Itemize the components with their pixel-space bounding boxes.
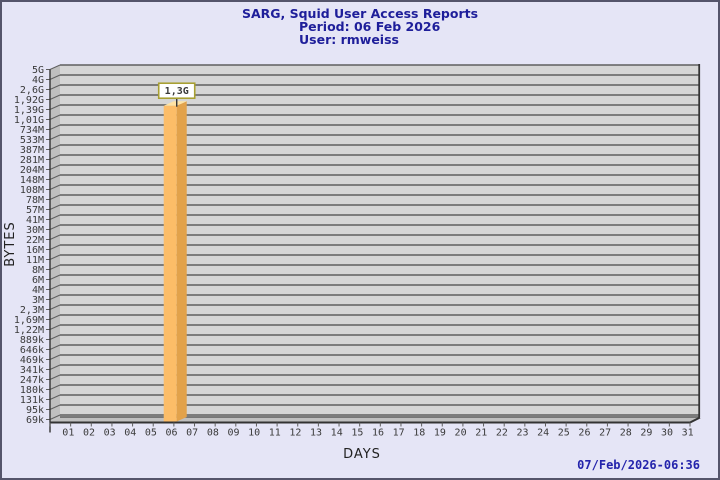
y-tick-label: 646k — [20, 345, 44, 356]
report-period: Period: 06 Feb 2026 — [299, 19, 441, 34]
y-tick-label: 341k — [20, 365, 44, 376]
x-tick-label: 13 — [310, 428, 322, 439]
y-tick-label: 281M — [20, 155, 44, 166]
x-tick-label: 28 — [620, 428, 632, 439]
y-tick-label: 1,01G — [14, 115, 44, 126]
y-tick-label: 108M — [20, 185, 44, 196]
y-tick-label: 5G — [32, 65, 44, 76]
x-tick-label: 01 — [62, 428, 74, 439]
y-tick-label: 30M — [26, 225, 44, 236]
x-tick-label: 25 — [558, 428, 570, 439]
y-tick-label: 204M — [20, 165, 44, 176]
x-tick-label: 11 — [269, 428, 281, 439]
x-tick-label: 07 — [186, 428, 198, 439]
y-tick-label: 95k — [26, 405, 44, 416]
x-tick-label: 16 — [372, 428, 384, 439]
x-tick-label: 03 — [104, 428, 116, 439]
x-tick-label: 17 — [393, 428, 405, 439]
y-tick-label: 734M — [20, 125, 44, 136]
x-tick-label: 30 — [661, 428, 673, 439]
x-tick-label: 26 — [578, 428, 590, 439]
x-tick-label: 15 — [351, 428, 363, 439]
y-tick-label: 533M — [20, 135, 44, 146]
y-tick-label: 22M — [26, 235, 44, 246]
x-tick-label: 08 — [207, 428, 219, 439]
y-tick-label: 1,92G — [14, 95, 44, 106]
y-tick-label: 69k — [26, 415, 44, 426]
report-user: User: rmweiss — [299, 32, 399, 47]
y-tick-label: 57M — [26, 205, 44, 216]
x-tick-label: 14 — [331, 428, 343, 439]
x-tick-label: 31 — [682, 428, 694, 439]
x-tick-label: 02 — [83, 428, 95, 439]
y-tick-label: 131k — [20, 395, 44, 406]
x-tick-label: 10 — [248, 428, 260, 439]
bar-front-face — [163, 105, 177, 422]
y-tick-label: 889k — [20, 335, 44, 346]
bar-side-face — [176, 101, 187, 422]
x-tick-label: 24 — [537, 428, 549, 439]
y-tick-label: 78M — [26, 195, 44, 206]
bar-value-label: 1,3G — [165, 86, 189, 97]
x-tick-label: 19 — [434, 428, 446, 439]
chart-floor — [50, 417, 700, 422]
y-tick-label: 6M — [32, 275, 44, 286]
x-tick-label: 06 — [166, 428, 178, 439]
x-axis-title: DAYS — [343, 447, 381, 462]
y-tick-label: 11M — [26, 255, 44, 266]
y-tick-label: 4M — [32, 285, 44, 296]
y-tick-label: 8M — [32, 265, 44, 276]
generation-timestamp: 07/Feb/2026-06:36 — [577, 458, 700, 472]
y-tick-label: 180k — [20, 385, 44, 396]
x-tick-label: 21 — [475, 428, 487, 439]
y-tick-label: 41M — [26, 215, 44, 226]
bar-top-face — [163, 101, 187, 106]
y-tick-label: 387M — [20, 145, 44, 156]
y-tick-label: 148M — [20, 175, 44, 186]
x-tick-label: 12 — [289, 428, 301, 439]
y-tick-label: 3M — [32, 295, 44, 306]
x-tick-label: 20 — [455, 428, 467, 439]
x-tick-label: 09 — [227, 428, 239, 439]
x-tick-label: 22 — [496, 428, 508, 439]
x-tick-label: 27 — [599, 428, 611, 439]
y-tick-label: 247k — [20, 375, 44, 386]
x-tick-label: 29 — [640, 428, 652, 439]
y-tick-label: 469k — [20, 355, 44, 366]
y-tick-label: 2,6G — [20, 85, 44, 96]
x-tick-label: 23 — [516, 428, 528, 439]
bar-value-box — [157, 82, 196, 100]
y-tick-label: 4G — [32, 75, 44, 86]
y-tick-label: 16M — [26, 245, 44, 256]
y-tick-label: 2,3M — [20, 305, 44, 316]
page-title: SARG, Squid User Access Reports — [241, 6, 479, 21]
chart-left-wall — [50, 65, 60, 422]
x-tick-label: 05 — [145, 428, 157, 439]
x-tick-label: 04 — [124, 428, 136, 439]
y-tick-label: 1,69M — [14, 315, 44, 326]
y-axis-title: BYTES — [3, 221, 18, 267]
x-tick-label: 18 — [413, 428, 425, 439]
y-tick-label: 1,22M — [14, 325, 44, 336]
y-tick-label: 1,39G — [14, 105, 44, 116]
